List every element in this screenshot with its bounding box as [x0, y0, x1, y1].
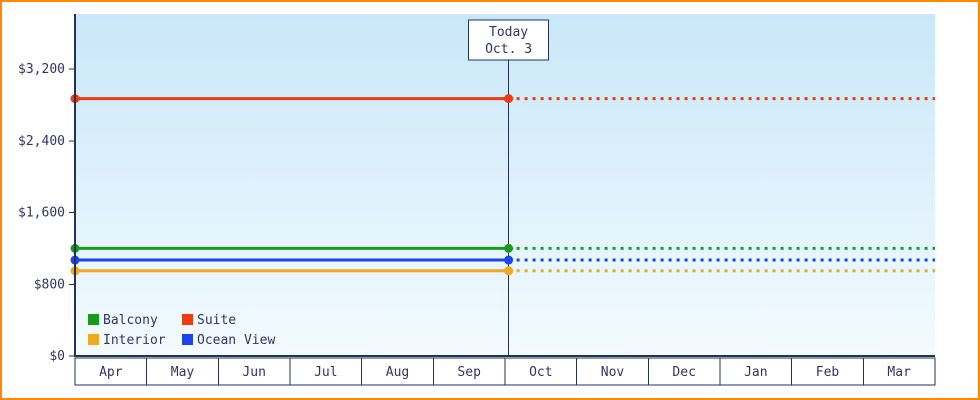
legend-label: Balcony	[103, 313, 158, 328]
month-cell	[719, 357, 793, 386]
month-cell	[74, 357, 148, 386]
legend-swatch	[88, 314, 99, 325]
series-today-marker	[504, 255, 514, 265]
month-cell-label: Nov	[601, 365, 625, 380]
legend-label: Interior	[103, 333, 166, 348]
month-cell	[432, 357, 506, 386]
legend-swatch	[88, 334, 99, 345]
y-axis-tick-label: $800	[34, 277, 65, 292]
legend-label: Ocean View	[197, 333, 275, 348]
month-cell-label: Feb	[816, 365, 840, 380]
month-cell-label: Mar	[887, 365, 911, 380]
month-cell-label: May	[171, 365, 195, 380]
month-cell-label: Dec	[672, 365, 695, 380]
legend-swatch	[182, 334, 193, 345]
today-label-date: Oct. 3	[485, 42, 532, 57]
month-cell-label: Aug	[386, 365, 409, 380]
y-axis-tick-label: $3,200	[18, 62, 65, 77]
month-cell	[862, 357, 936, 386]
month-cell	[361, 357, 434, 386]
y-axis-tick-label: $2,400	[18, 134, 65, 149]
month-cell	[289, 357, 363, 386]
month-cell	[504, 357, 578, 386]
month-cell-label: Jul	[314, 365, 337, 380]
month-cell-label: Jan	[744, 365, 767, 380]
month-cell-label: Jun	[242, 365, 265, 380]
series-today-marker	[504, 266, 514, 276]
month-cell-label: Apr	[99, 365, 123, 380]
y-axis-tick-label: $1,600	[18, 206, 65, 221]
month-cell	[791, 357, 864, 386]
month-cell-label: Sep	[457, 365, 481, 380]
today-label-box	[468, 19, 550, 61]
y-axis-tick-label: $0	[49, 349, 65, 364]
series-today-marker	[504, 243, 514, 253]
plot-background	[75, 14, 935, 356]
legend-label: Suite	[197, 313, 236, 328]
legend-swatch	[182, 314, 193, 325]
month-cell	[217, 357, 291, 386]
month-cell-label: Oct	[529, 365, 552, 380]
month-cell	[576, 357, 649, 386]
month-cell	[146, 357, 219, 386]
month-cell	[647, 357, 721, 386]
today-label-title: Today	[489, 25, 528, 40]
series-today-marker	[504, 94, 514, 104]
